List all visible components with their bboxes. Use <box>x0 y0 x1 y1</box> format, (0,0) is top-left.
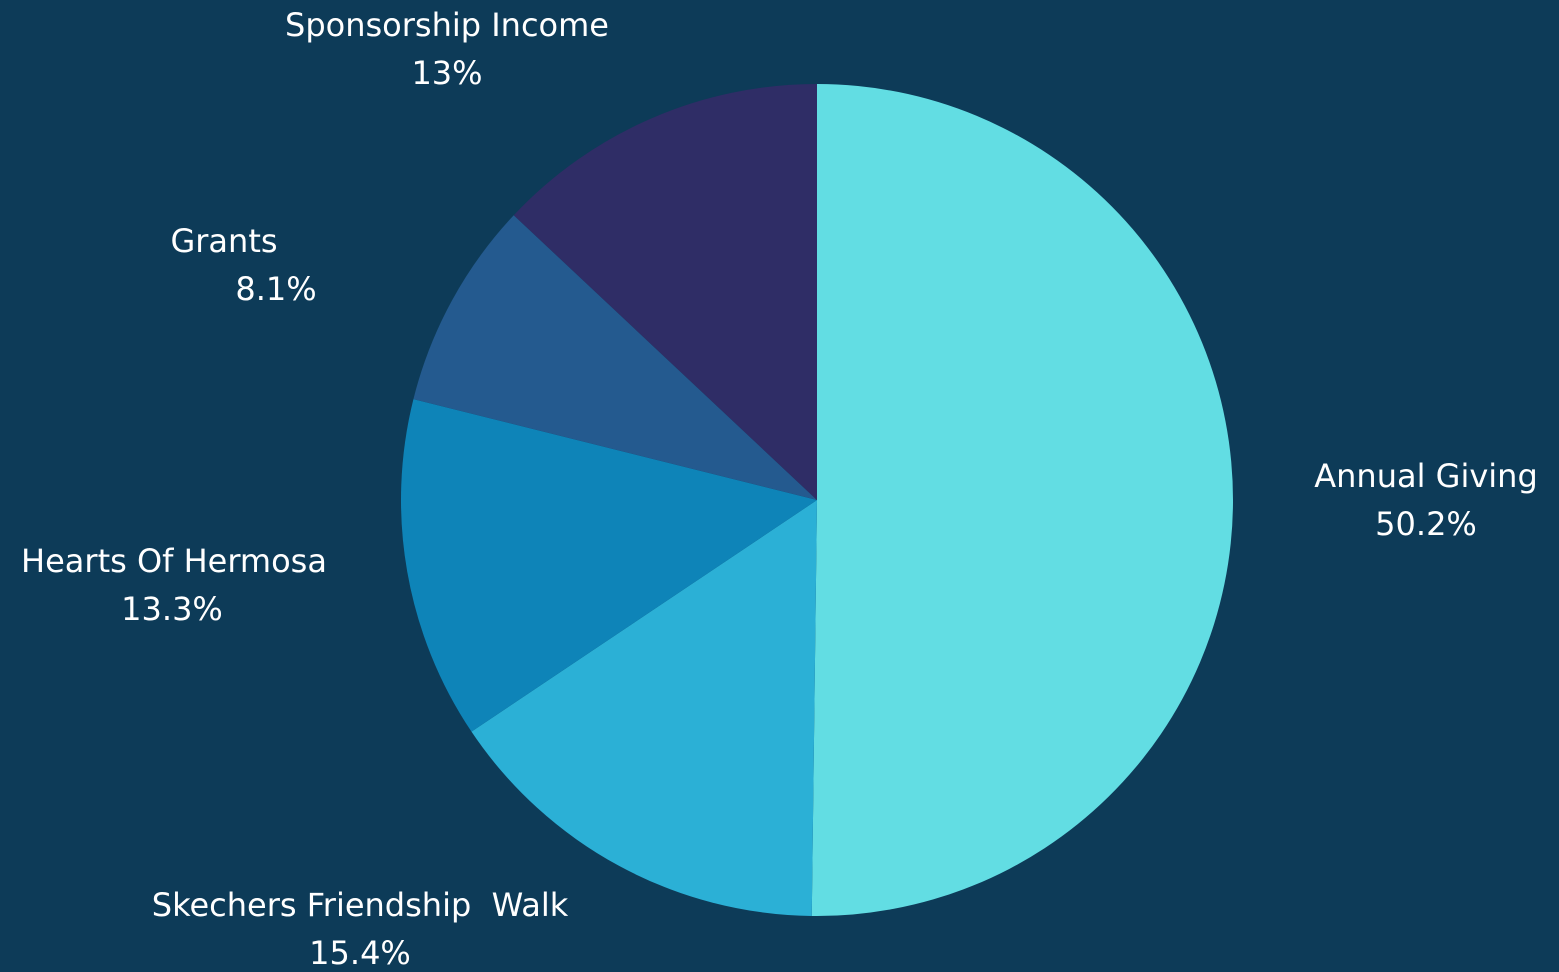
pie-slice <box>811 84 1233 916</box>
slice-value-label: 50.2% <box>1375 505 1477 543</box>
slice-label: Hearts Of Hermosa <box>21 542 327 580</box>
slice-label: Skechers Friendship Walk <box>152 886 569 924</box>
slice-value-label: 13% <box>411 54 482 92</box>
slice-value-label: 8.1% <box>235 270 316 308</box>
pie-slice <box>513 84 817 500</box>
slice-value-label: 15.4% <box>309 934 411 972</box>
pie-slice <box>471 500 817 916</box>
slice-value-label: 13.3% <box>121 590 223 628</box>
pie-slice <box>413 215 817 501</box>
slice-label: Sponsorship Income <box>285 6 609 44</box>
slice-label: Grants <box>170 222 277 260</box>
pie-slice <box>401 399 817 732</box>
slice-label: Annual Giving <box>1314 457 1538 495</box>
